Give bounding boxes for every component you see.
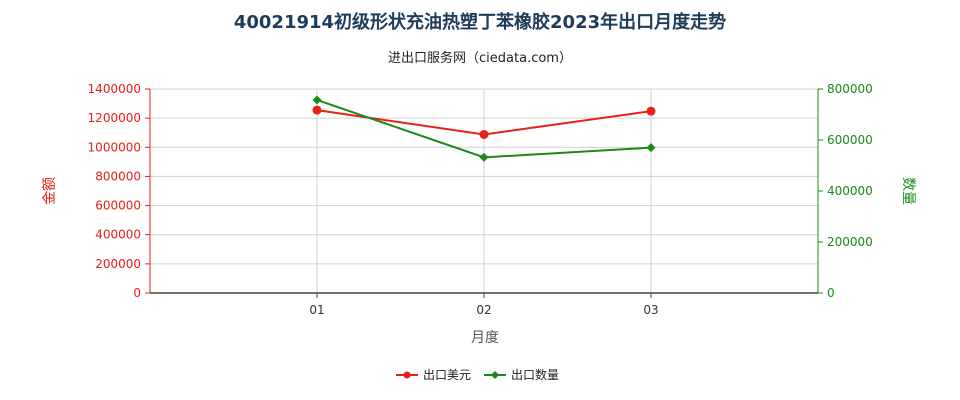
x-tick-label: 02 — [476, 303, 491, 317]
chart-subtitle: 进出口服务网（ciedata.com） — [388, 50, 572, 66]
right-tick-label: 400000 — [827, 184, 873, 198]
legend-item-qty[interactable]: 出口数量 — [484, 367, 559, 382]
legend-usd-label: 出口美元 — [423, 368, 471, 382]
data-point-usd — [646, 106, 656, 116]
left-tick-label: 1000000 — [88, 140, 141, 154]
left-tick-label: 200000 — [95, 257, 141, 271]
x-axis-title: 月度 — [471, 330, 499, 346]
data-point-qty — [312, 95, 322, 105]
left-tick-label: 1400000 — [88, 82, 141, 96]
legend-qty-marker — [491, 371, 499, 379]
right-tick-label: 200000 — [827, 235, 873, 249]
legend: 出口美元 出口数量 — [396, 367, 559, 382]
left-tick-label: 800000 — [95, 169, 141, 183]
series-layer — [312, 95, 656, 162]
right-tick-label: 800000 — [827, 82, 873, 96]
right-tick-label: 600000 — [827, 133, 873, 147]
left-tick-label: 1200000 — [88, 111, 141, 125]
x-axis-ticks: 01 02 03 — [309, 293, 659, 317]
grid — [150, 88, 819, 293]
left-tick-label: 600000 — [95, 199, 141, 213]
data-point-usd — [479, 129, 489, 139]
data-point-qty — [479, 152, 489, 162]
right-axis-title: 数量 — [900, 177, 916, 205]
chart-title: 40021914初级形状充油热塑丁苯橡胶2023年出口月度走势 — [234, 11, 726, 33]
legend-item-usd[interactable]: 出口美元 — [396, 368, 471, 382]
legend-usd-marker — [403, 371, 411, 379]
left-axis-title: 金额 — [42, 177, 58, 205]
right-tick-label: 0 — [827, 286, 835, 300]
left-axis-ticks: 0 200000 400000 600000 800000 1000000 1200000 1… — [88, 82, 150, 300]
data-point-qty — [646, 143, 656, 153]
left-tick-label: 0 — [133, 286, 141, 300]
data-point-usd — [312, 105, 322, 115]
x-tick-label: 03 — [643, 303, 658, 317]
left-tick-label: 400000 — [95, 228, 141, 242]
right-axis-ticks: 0 200000 400000 600000 800000 — [818, 82, 873, 300]
legend-qty-label: 出口数量 — [511, 367, 559, 382]
x-tick-label: 01 — [309, 303, 324, 317]
